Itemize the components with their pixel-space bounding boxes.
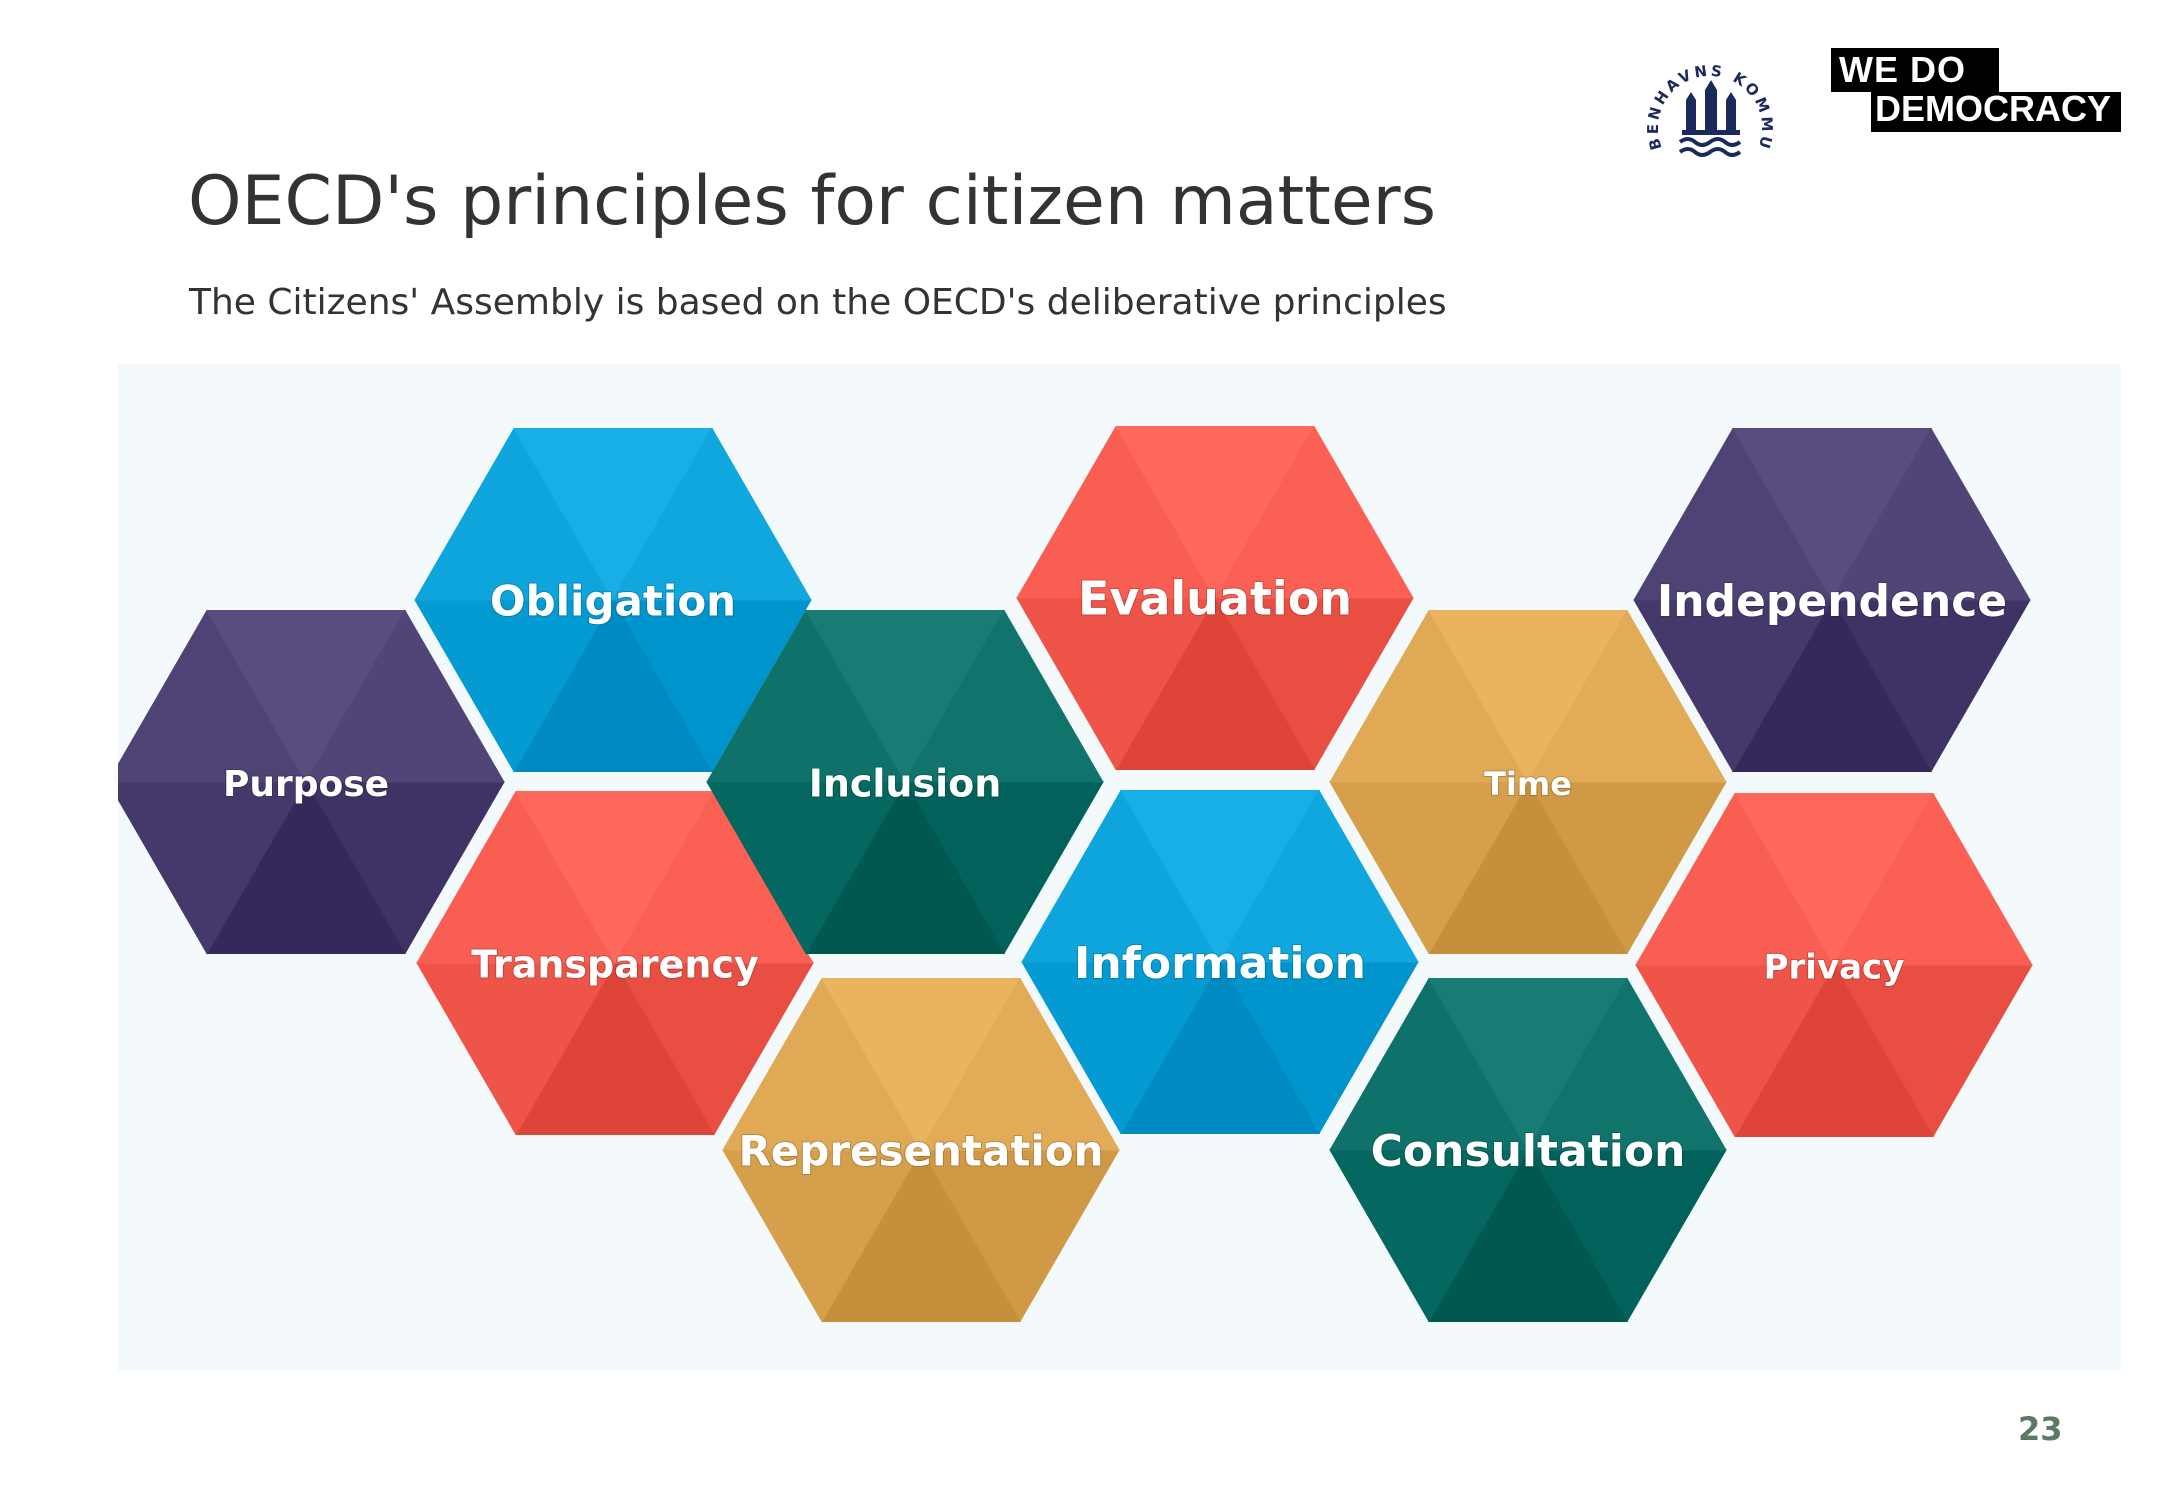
hexagon-facet (1527, 977, 1727, 1151)
hexagon-label: Evaluation (1078, 572, 1352, 626)
hexagon-representation: Representation (722, 977, 1120, 1323)
hexagon-independence: Independence (1633, 427, 2031, 773)
slide-subtitle: The Citizens' Assembly is based on the O… (189, 282, 1447, 323)
hexagon-evaluation: Evaluation (1016, 425, 1414, 771)
slide-title: OECD's principles for citizen matters (188, 162, 1437, 241)
hexagon-grid: Purpose Obligation Transparency Inclusion Re… (118, 425, 2033, 1323)
hexagon-label: Independence (1657, 576, 2007, 627)
hexagon-label: Transparency (471, 943, 759, 987)
hexagon-label: Representation (738, 1127, 1103, 1176)
hexagon-label: Time (1484, 765, 1572, 803)
hexagon-privacy: Privacy (1635, 792, 2033, 1138)
hexagon-facet (1831, 427, 2031, 601)
hexagon-purpose: Purpose (118, 609, 505, 955)
hexagon-label: Privacy (1764, 948, 1905, 988)
kobenhavns-kommune-logo: KØBENHAVNS KOMMUNE (1612, 24, 1800, 202)
hexagon-facet (920, 977, 1120, 1151)
hexagon-facet (305, 609, 505, 783)
hexagon-label: Obligation (490, 577, 736, 626)
we-do-democracy-logo: WE DO DEMOCRACY (1831, 48, 2121, 132)
hexagon-facet (1214, 425, 1414, 599)
hexagon-facet (1219, 789, 1419, 963)
principles-hexagon-diagram: Purpose Obligation Transparency Inclusion Re… (118, 364, 2121, 1371)
hexagon-time: Time (1329, 609, 1727, 955)
hexagon-facet (1527, 609, 1727, 783)
hexagon-label: Consultation (1371, 1126, 1686, 1177)
page-number: 23 (2018, 1410, 2063, 1448)
hexagon-information: Information (1021, 789, 1419, 1135)
hexagon-label: Inclusion (809, 762, 1002, 806)
hexagon-facet (904, 609, 1104, 783)
hexagon-label: Purpose (223, 764, 389, 805)
hexagon-obligation: Obligation (414, 427, 812, 773)
wdd-line1: WE DO (1839, 48, 1966, 92)
svg-text:KØBENHAVNS KOMMUNE: KØBENHAVNS KOMMUNE (1620, 38, 1776, 153)
wdd-line2: DEMOCRACY (1875, 88, 2112, 129)
hexagon-label: Information (1074, 938, 1366, 989)
hexagon-consultation: Consultation (1329, 977, 1727, 1323)
hexagon-transparency: Transparency (416, 790, 814, 1136)
hexagon-facet (612, 427, 812, 601)
hexagon-facet (1833, 792, 2033, 966)
hexagon-inclusion: Inclusion (706, 609, 1104, 955)
